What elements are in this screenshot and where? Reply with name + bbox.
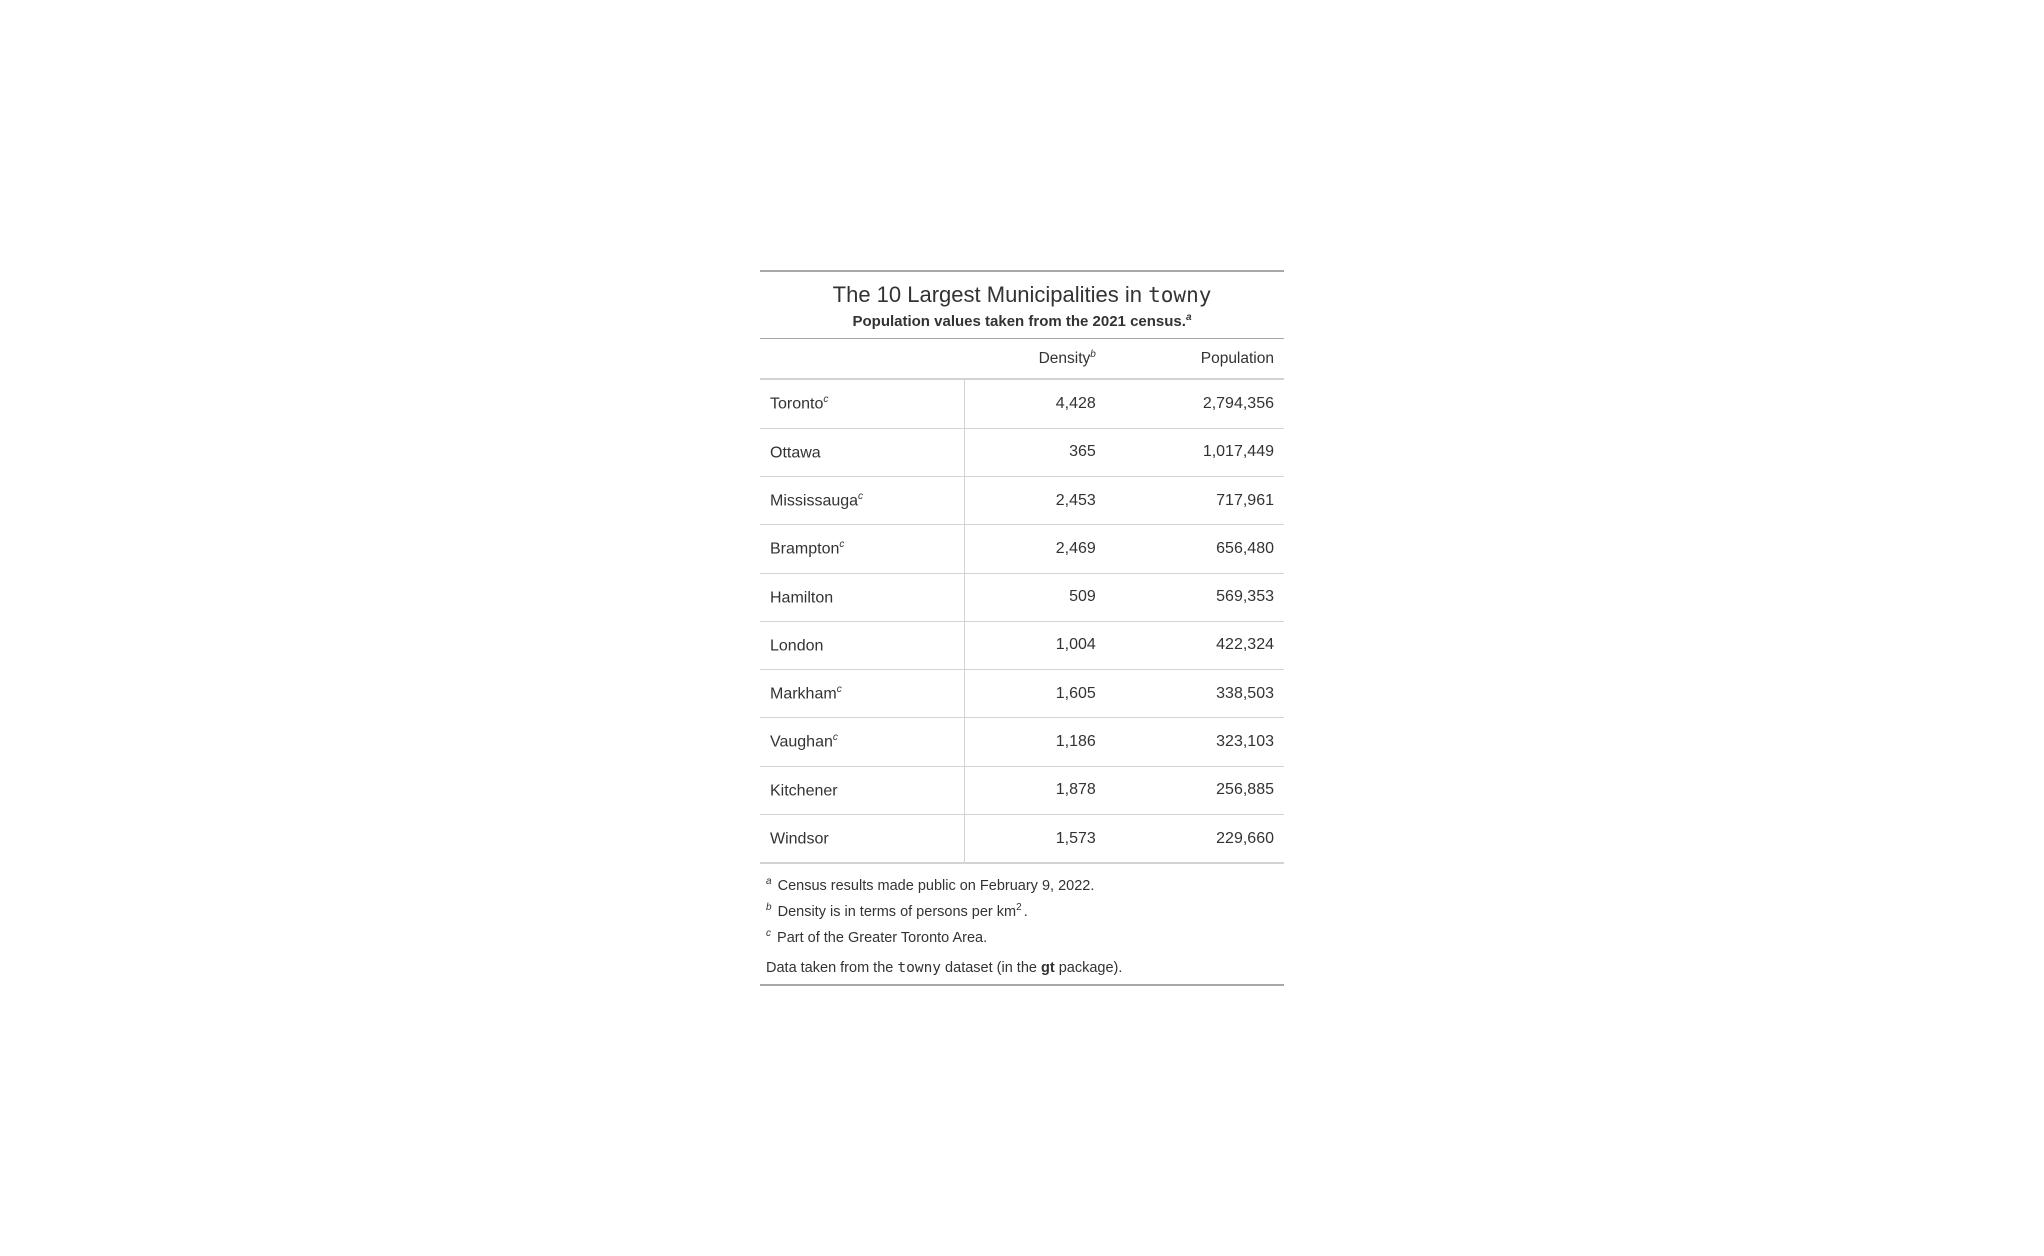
table-row: London 1,004 422,324 [760, 621, 1284, 669]
table-row: Mississaugac 2,453 717,961 [760, 476, 1284, 524]
row-name: Brampton [770, 541, 839, 558]
source-mid: dataset (in the [941, 960, 1041, 976]
row-name-cell: London [760, 621, 964, 669]
row-name-cell: Windsor [760, 815, 964, 864]
row-name-cell: Hamilton [760, 573, 964, 621]
row-density: 1,878 [964, 766, 1105, 814]
row-name-cell: Ottawa [760, 428, 964, 476]
row-name-cell: Bramptonc [760, 525, 964, 573]
title-text: The 10 Largest Municipalities in [833, 282, 1149, 307]
footnote-mark: b [766, 902, 772, 913]
row-population: 656,480 [1106, 525, 1284, 573]
row-name: Ottawa [770, 444, 821, 461]
row-name: Kitchener [770, 782, 838, 799]
footnote-mark: a [766, 876, 772, 887]
footnote-mark: c [766, 928, 771, 939]
row-density: 365 [964, 428, 1105, 476]
row-name-fn: c [837, 684, 842, 695]
row-name-fn: c [833, 732, 838, 743]
row-population: 1,017,449 [1106, 428, 1284, 476]
footnotes-cell: a Census results made public on February… [760, 863, 1284, 953]
row-name: Mississauga [770, 492, 858, 509]
title-mono: towny [1148, 283, 1211, 307]
row-name: London [770, 637, 823, 654]
footnote-text: Census results made public on February 9… [778, 878, 1095, 894]
table-row: Markhamc 1,605 338,503 [760, 670, 1284, 718]
row-name-cell: Mississaugac [760, 476, 964, 524]
row-density: 2,453 [964, 476, 1105, 524]
table-row: Kitchener 1,878 256,885 [760, 766, 1284, 814]
density-footnote-mark: b [1090, 349, 1096, 360]
row-population: 717,961 [1106, 476, 1284, 524]
row-name: Hamilton [770, 589, 833, 606]
row-population: 229,660 [1106, 815, 1284, 864]
footnote-c: c Part of the Greater Toronto Area. [766, 924, 1278, 950]
stub-header [760, 339, 964, 380]
table-row: Bramptonc 2,469 656,480 [760, 525, 1284, 573]
density-label: Density [1039, 350, 1091, 367]
footnote-b: b Density is in terms of persons per km2… [766, 898, 1278, 924]
column-header-row: Densityb Population [760, 339, 1284, 380]
row-name-cell: Vaughanc [760, 718, 964, 766]
row-density: 1,605 [964, 670, 1105, 718]
table-body: Torontoc 4,428 2,794,356 Ottawa 365 1,01… [760, 379, 1284, 863]
row-name: Vaughan [770, 734, 833, 751]
footnotes-row: a Census results made public on February… [760, 863, 1284, 953]
table-row: Windsor 1,573 229,660 [760, 815, 1284, 864]
table-row: Torontoc 4,428 2,794,356 [760, 379, 1284, 428]
footnote-a: a Census results made public on February… [766, 872, 1278, 898]
table-row: Hamilton 509 569,353 [760, 573, 1284, 621]
row-population: 569,353 [1106, 573, 1284, 621]
source-bold: gt [1041, 960, 1055, 976]
footnote-text-post: . [1024, 904, 1028, 920]
source-row: Data taken from the towny dataset (in th… [760, 954, 1284, 985]
row-name: Windsor [770, 830, 829, 847]
footnote-text: Part of the Greater Toronto Area. [777, 930, 987, 946]
row-density: 2,469 [964, 525, 1105, 573]
table-subtitle: Population values taken from the 2021 ce… [760, 310, 1284, 339]
row-name-cell: Markhamc [760, 670, 964, 718]
column-header-density: Densityb [964, 339, 1105, 380]
row-density: 1,573 [964, 815, 1105, 864]
row-name: Markham [770, 685, 837, 702]
column-header-population: Population [1106, 339, 1284, 380]
row-population: 2,794,356 [1106, 379, 1284, 428]
table-row: Vaughanc 1,186 323,103 [760, 718, 1284, 766]
source-post: package). [1055, 960, 1123, 976]
row-density: 509 [964, 573, 1105, 621]
subtitle-text: Population values taken from the 2021 ce… [852, 313, 1185, 330]
row-name-fn: c [839, 539, 844, 550]
subtitle-footnote-mark: a [1186, 312, 1192, 323]
row-population: 422,324 [1106, 621, 1284, 669]
row-population: 256,885 [1106, 766, 1284, 814]
row-name-fn: c [858, 491, 863, 502]
row-name-fn: c [823, 394, 828, 405]
source-mono: towny [897, 960, 941, 976]
row-name: Toronto [770, 396, 823, 413]
source-cell: Data taken from the towny dataset (in th… [760, 954, 1284, 985]
row-name-cell: Torontoc [760, 379, 964, 428]
row-density: 4,428 [964, 379, 1105, 428]
municipalities-table-wrap: The 10 Largest Municipalities in towny P… [760, 270, 1284, 986]
table-title: The 10 Largest Municipalities in towny [760, 271, 1284, 310]
footnote-text-pre: Density is in terms of persons per km [778, 904, 1017, 920]
source-pre: Data taken from the [766, 960, 897, 976]
row-population: 323,103 [1106, 718, 1284, 766]
municipalities-table: The 10 Largest Municipalities in towny P… [760, 270, 1284, 986]
row-name-cell: Kitchener [760, 766, 964, 814]
footnote-sup: 2 [1016, 902, 1022, 913]
row-density: 1,186 [964, 718, 1105, 766]
table-row: Ottawa 365 1,017,449 [760, 428, 1284, 476]
row-population: 338,503 [1106, 670, 1284, 718]
row-density: 1,004 [964, 621, 1105, 669]
